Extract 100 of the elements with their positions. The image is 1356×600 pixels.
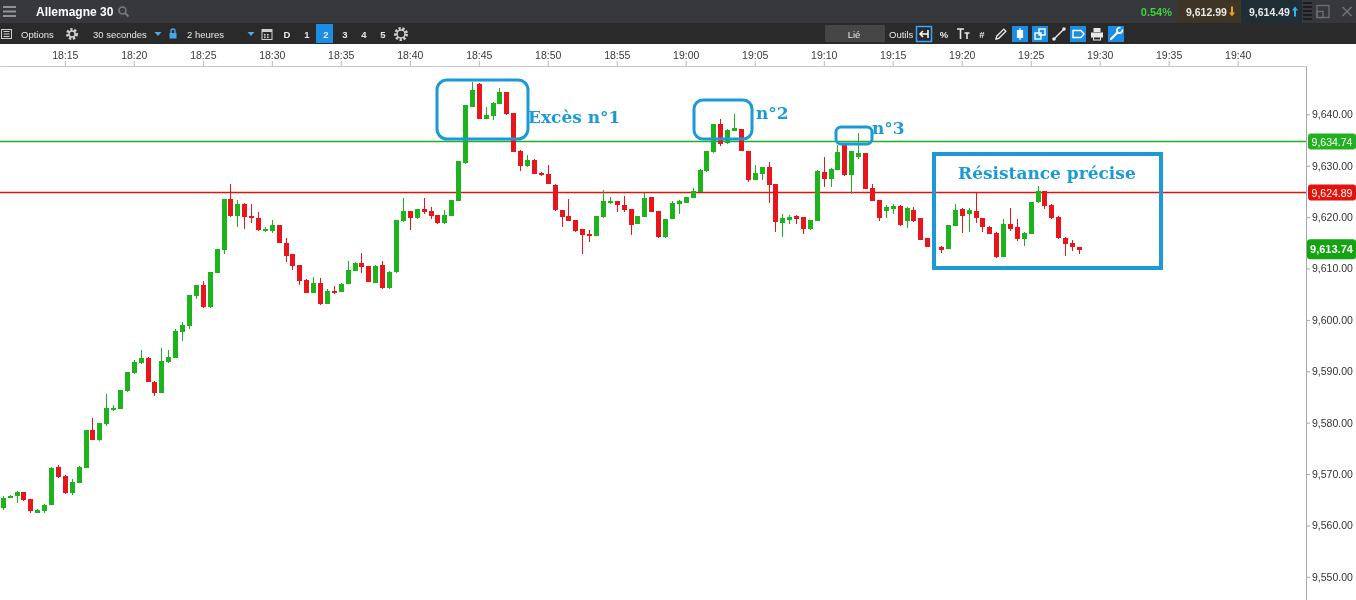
- candlestick: [484, 106, 489, 120]
- x-tick-label: 19:15: [880, 49, 907, 61]
- y-tick-label: 9,550.00: [1312, 570, 1354, 583]
- candlestick: [325, 288, 330, 305]
- candlestick: [808, 219, 813, 231]
- candlestick: [28, 498, 33, 514]
- candlestick: [732, 113, 737, 131]
- x-tick-label: 18:25: [190, 49, 217, 61]
- x-tick-label: 18:20: [121, 49, 148, 61]
- candlestick: [905, 206, 910, 229]
- candlestick: [90, 417, 95, 441]
- candlestick: [415, 208, 420, 220]
- candlestick: [891, 203, 896, 215]
- text: 3: [342, 28, 348, 40]
- candlestick: [1042, 190, 1047, 210]
- candlestick: [1070, 239, 1075, 252]
- text: 1: [304, 28, 311, 40]
- candlestick: [1008, 207, 1013, 232]
- text: %: [939, 28, 949, 40]
- candlestick: [208, 271, 213, 309]
- candlestick: [587, 229, 592, 243]
- candlestick: [97, 422, 102, 442]
- x-tick-label: 18:55: [604, 49, 631, 61]
- candlestick: [642, 192, 647, 218]
- x-tick-label: 19:40: [1225, 49, 1252, 61]
- candlestick: [194, 284, 199, 300]
- text: #: [979, 28, 986, 40]
- x-tick-label: 18:50: [535, 49, 562, 61]
- y-tick-label: 9,570.00: [1312, 467, 1354, 480]
- candlestick: [311, 276, 316, 294]
- candlestick: [987, 225, 992, 235]
- candlestick: [898, 204, 903, 227]
- candlestick: [746, 150, 751, 183]
- candlestick: [815, 169, 820, 222]
- candlestick: [70, 478, 75, 496]
- candlestick: [684, 196, 689, 204]
- x-tick-label: 19:35: [1156, 49, 1183, 61]
- candlestick: [525, 154, 530, 168]
- candlestick: [256, 211, 261, 232]
- candlestick: [580, 229, 585, 255]
- text: 4: [361, 28, 368, 40]
- candlestick: [925, 237, 930, 248]
- text: Lié: [847, 28, 861, 39]
- text: D: [283, 28, 291, 40]
- candlestick: [663, 218, 668, 239]
- x-tick-label: 19:30: [1087, 49, 1114, 61]
- text: Options: [21, 28, 54, 39]
- candlestick: [173, 328, 178, 359]
- candlestick: [980, 218, 985, 233]
- candlestick: [1049, 203, 1054, 220]
- candlestick: [849, 150, 854, 195]
- candlestick: [408, 210, 413, 231]
- y-tick-label: 9,590.00: [1312, 365, 1354, 378]
- candlestick: [235, 199, 240, 228]
- x-tick-label: 18:30: [259, 49, 286, 61]
- text: 9,612.99: [1186, 5, 1228, 18]
- candlestick: [601, 189, 606, 219]
- candlestick: [753, 164, 758, 181]
- chart-title: Allemagne 30: [36, 4, 114, 19]
- candlestick: [132, 359, 137, 375]
- candlestick: [994, 231, 999, 259]
- candlestick: [670, 200, 675, 220]
- candlestick: [939, 245, 944, 254]
- candlestick: [56, 464, 61, 479]
- candlestick: [1029, 201, 1034, 235]
- candlestick: [332, 285, 337, 295]
- candlestick: [518, 149, 523, 172]
- text: 2: [323, 28, 329, 40]
- candlestick: [1022, 231, 1027, 247]
- candlestick: [532, 158, 537, 175]
- candlestick: [884, 204, 889, 219]
- candlestick: [180, 321, 185, 342]
- candlestick: [842, 144, 847, 177]
- candlestick: [1063, 236, 1068, 257]
- annotation: Excès n°1: [528, 107, 621, 127]
- text: 0.54%: [1140, 5, 1173, 18]
- text: 30 secondes: [93, 28, 148, 39]
- candlestick: [760, 166, 765, 181]
- candlestick: [822, 156, 827, 188]
- candlestick: [166, 349, 171, 364]
- candlestick: [573, 219, 578, 233]
- x-tick-label: 18:40: [397, 49, 424, 61]
- candlestick: [249, 203, 254, 224]
- candlestick: [422, 197, 427, 215]
- candlestick: [608, 196, 613, 205]
- candlestick: [801, 216, 806, 235]
- y-tick-label: 9,610.00: [1312, 262, 1354, 275]
- x-tick-label: 19:05: [742, 49, 769, 61]
- candlestick: [967, 207, 972, 233]
- candlestick: [1015, 218, 1020, 242]
- y-tick-label: 9,630.00: [1312, 159, 1354, 172]
- candlestick: [366, 265, 371, 283]
- candlestick: [353, 261, 358, 272]
- annotation: n°3: [872, 118, 905, 138]
- candlestick: [863, 152, 868, 190]
- y-tick-label: 9,620.00: [1312, 210, 1354, 223]
- y-tick-label: 9,580.00: [1312, 416, 1354, 429]
- candlestick: [277, 224, 282, 244]
- annotation: Résistance précise: [958, 163, 1136, 183]
- candlestick: [974, 191, 979, 224]
